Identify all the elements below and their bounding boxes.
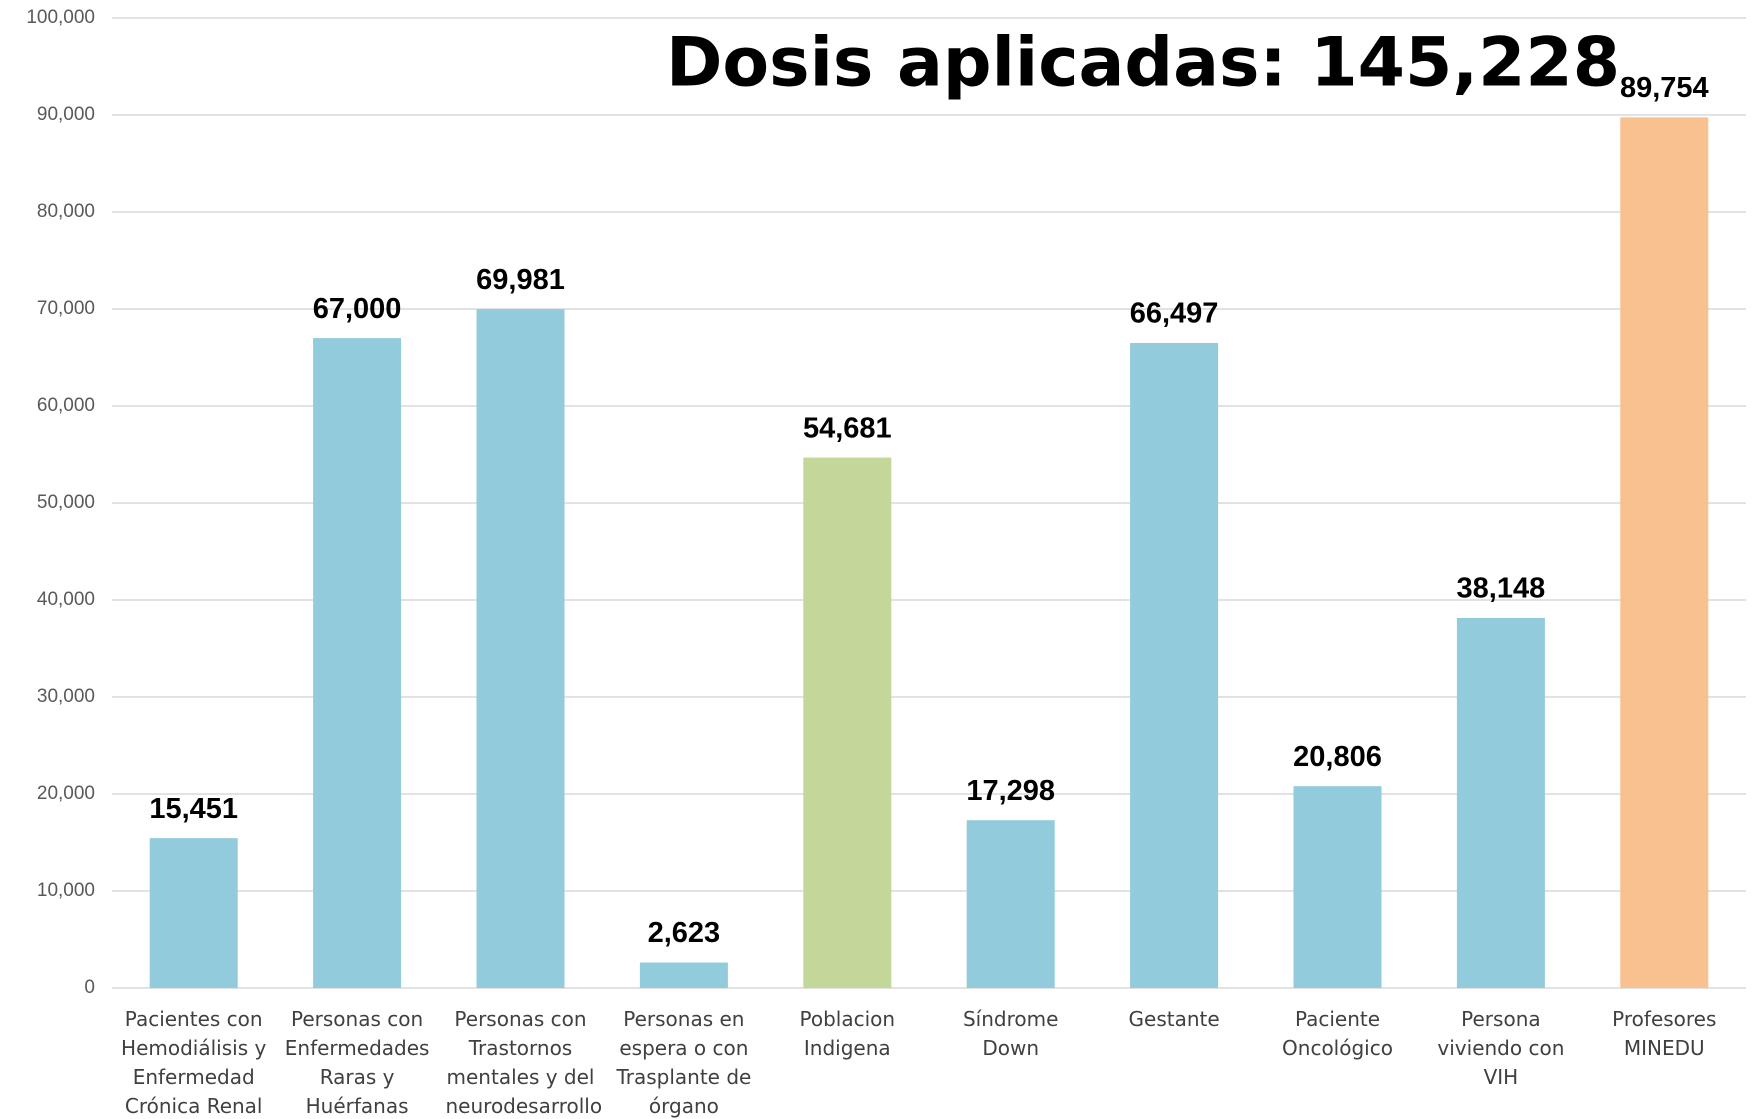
bar [1456,617,1545,988]
bar [803,457,892,988]
data-label: 20,806 [1293,741,1382,773]
bar [1293,786,1382,988]
x-tick-label: Personas en espera o con Trasplante de ó… [616,1007,752,1118]
x-tick-label: Paciente Oncológico [1282,1007,1393,1060]
y-tick-label: 50,000 [37,492,95,513]
x-tick-label: Síndrome Down [962,1007,1059,1060]
y-tick-label: 100,000 [26,7,95,28]
y-tick-label: 70,000 [37,298,95,319]
bar [1130,342,1219,988]
y-tick-label: 60,000 [37,395,95,416]
data-label: 54,681 [803,412,892,444]
bar [476,309,565,988]
y-tick-label: 30,000 [37,686,95,707]
data-label: 66,497 [1130,298,1219,330]
y-tick-label: 20,000 [37,783,95,804]
data-label: 67,000 [313,293,402,325]
bar [149,838,238,988]
x-tick-label: Pacientes con Hemodiálisis y Enfermedad … [121,1007,267,1118]
y-tick-label: 90,000 [37,104,95,125]
y-tick-label: 0 [84,977,95,998]
x-tick-label: Gestante [1128,1007,1220,1031]
x-tick-label: Profesores MINEDU [1612,1007,1717,1060]
x-tick-label: Personas con Enfermedades Raras y Huérfa… [284,1007,430,1118]
x-tick-label: Poblacion Indigena [799,1007,896,1060]
bar [1620,117,1709,988]
bar [966,820,1055,988]
y-tick-label: 80,000 [37,201,95,222]
data-label: 17,298 [966,775,1055,807]
bar [639,962,728,988]
data-label: 15,451 [149,793,238,825]
chart-title: Dosis aplicadas: 145,228 [666,24,1620,103]
x-tick-label: Personas con Trastornos mentales y del n… [445,1007,603,1118]
data-label: 89,754 [1620,72,1709,104]
y-tick-label: 10,000 [37,880,95,901]
bar [313,338,402,989]
data-label: 38,148 [1457,573,1546,605]
x-tick-label: Persona viviendo con VIH [1437,1007,1565,1089]
data-label: 2,623 [648,917,721,949]
y-tick-label: 40,000 [37,589,95,610]
data-label: 69,981 [476,264,565,296]
